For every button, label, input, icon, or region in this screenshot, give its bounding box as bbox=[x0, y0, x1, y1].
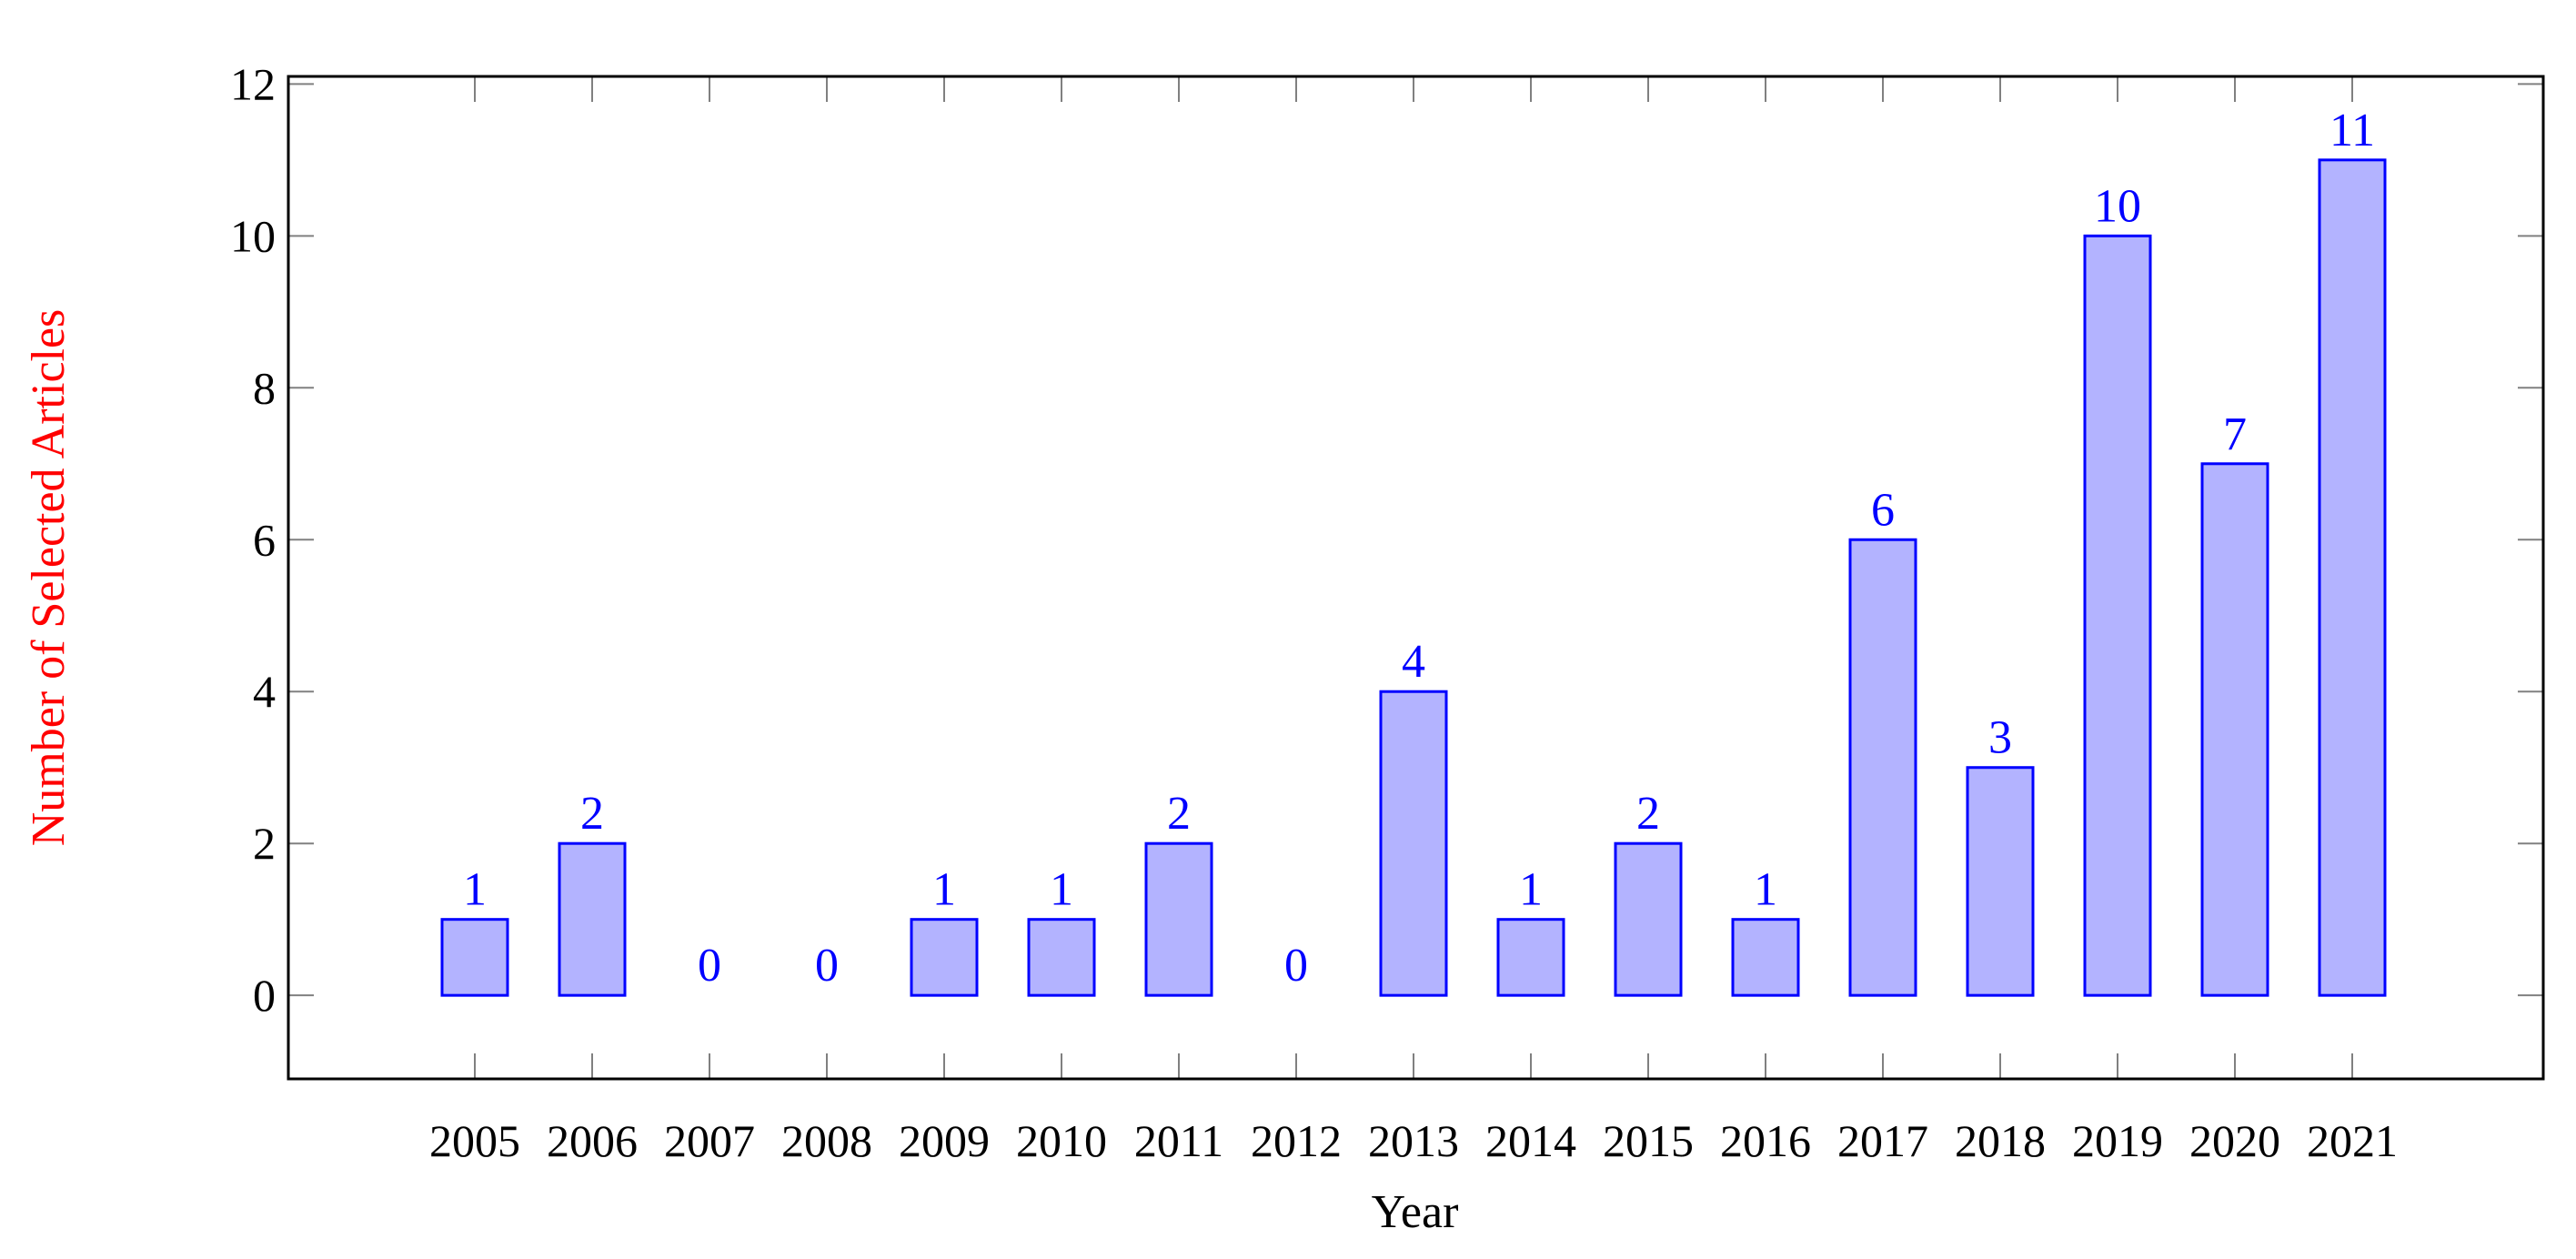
data-label-2008: 0 bbox=[815, 940, 839, 992]
y-axis-title: Number of Selected Articles bbox=[23, 309, 75, 847]
x-tick-label-2014: 2014 bbox=[1485, 1115, 1576, 1166]
data-label-2012: 0 bbox=[1284, 940, 1308, 992]
y-tick-label: 10 bbox=[230, 210, 276, 261]
data-label-2021: 11 bbox=[2329, 105, 2375, 156]
bar-2020 bbox=[2200, 462, 2269, 997]
bar-2011 bbox=[1144, 841, 1213, 997]
data-label-2009: 1 bbox=[932, 864, 956, 916]
ticks bbox=[288, 76, 2543, 1079]
x-tick-label-2008: 2008 bbox=[781, 1115, 872, 1166]
x-tick-label-2016: 2016 bbox=[1720, 1115, 1811, 1166]
x-tick-label-2010: 2010 bbox=[1016, 1115, 1107, 1166]
x-tick-label-2018: 2018 bbox=[1955, 1115, 2046, 1166]
data-label-2006: 2 bbox=[580, 788, 604, 840]
y-tick-label: 2 bbox=[253, 818, 276, 869]
x-tick-labels: 2005 2006 2007 2008 2009 2010 2011 2012 2013 2014… bbox=[429, 1115, 2398, 1166]
bar-2013 bbox=[1379, 690, 1448, 997]
x-tick-label-2009: 2009 bbox=[899, 1115, 990, 1166]
x-tick-label-2007: 2007 bbox=[664, 1115, 755, 1166]
y-tick-label: 6 bbox=[253, 514, 276, 565]
x-tick-label-2021: 2021 bbox=[2307, 1115, 2398, 1166]
x-tick-label-2020: 2020 bbox=[2189, 1115, 2280, 1166]
x-tick-label-2013: 2013 bbox=[1368, 1115, 1459, 1166]
bar-2006 bbox=[558, 841, 627, 997]
data-label-2010: 1 bbox=[1050, 864, 1073, 916]
bar-2016 bbox=[1731, 918, 1800, 997]
x-tick-label-2005: 2005 bbox=[429, 1115, 520, 1166]
bar-2021 bbox=[2318, 158, 2387, 997]
data-label-2007: 0 bbox=[698, 940, 721, 992]
bar-2014 bbox=[1496, 918, 1565, 997]
data-label-2017: 6 bbox=[1871, 484, 1895, 536]
data-label-2011: 2 bbox=[1167, 788, 1191, 840]
bar-2005 bbox=[440, 918, 509, 997]
bar-2018 bbox=[1966, 766, 2035, 997]
data-label-2016: 1 bbox=[1754, 864, 1777, 916]
bars bbox=[440, 158, 2387, 997]
data-label-2013: 4 bbox=[1402, 636, 1425, 688]
x-tick-label-2015: 2015 bbox=[1603, 1115, 1694, 1166]
plot-frame bbox=[287, 75, 2545, 1081]
data-label-2018: 3 bbox=[1988, 712, 2012, 764]
x-tick-label-2012: 2012 bbox=[1251, 1115, 1342, 1166]
bar-2010 bbox=[1027, 918, 1096, 997]
x-tick-label-2017: 2017 bbox=[1837, 1115, 1928, 1166]
x-tick-label-2011: 2011 bbox=[1134, 1115, 1223, 1166]
bar-2019 bbox=[2083, 234, 2152, 997]
data-label-2014: 1 bbox=[1519, 864, 1543, 916]
data-label-2020: 7 bbox=[2223, 408, 2247, 460]
y-tick-label: 8 bbox=[253, 362, 276, 413]
y-tick-label: 4 bbox=[253, 666, 276, 717]
y-tick-labels: 0 2 4 6 8 10 12 bbox=[230, 58, 276, 1021]
data-label-2019: 10 bbox=[2094, 180, 2141, 232]
data-label-2005: 1 bbox=[463, 864, 487, 916]
data-label-2015: 2 bbox=[1636, 788, 1660, 840]
y-tick-label: 12 bbox=[230, 58, 276, 109]
x-tick-label-2006: 2006 bbox=[547, 1115, 638, 1166]
bar-2009 bbox=[910, 918, 979, 997]
bar-2015 bbox=[1614, 841, 1683, 997]
bar-2017 bbox=[1848, 538, 1917, 997]
x-tick-label-2019: 2019 bbox=[2072, 1115, 2163, 1166]
y-tick-label: 0 bbox=[253, 970, 276, 1021]
x-axis-title: Year bbox=[1372, 1186, 1459, 1238]
